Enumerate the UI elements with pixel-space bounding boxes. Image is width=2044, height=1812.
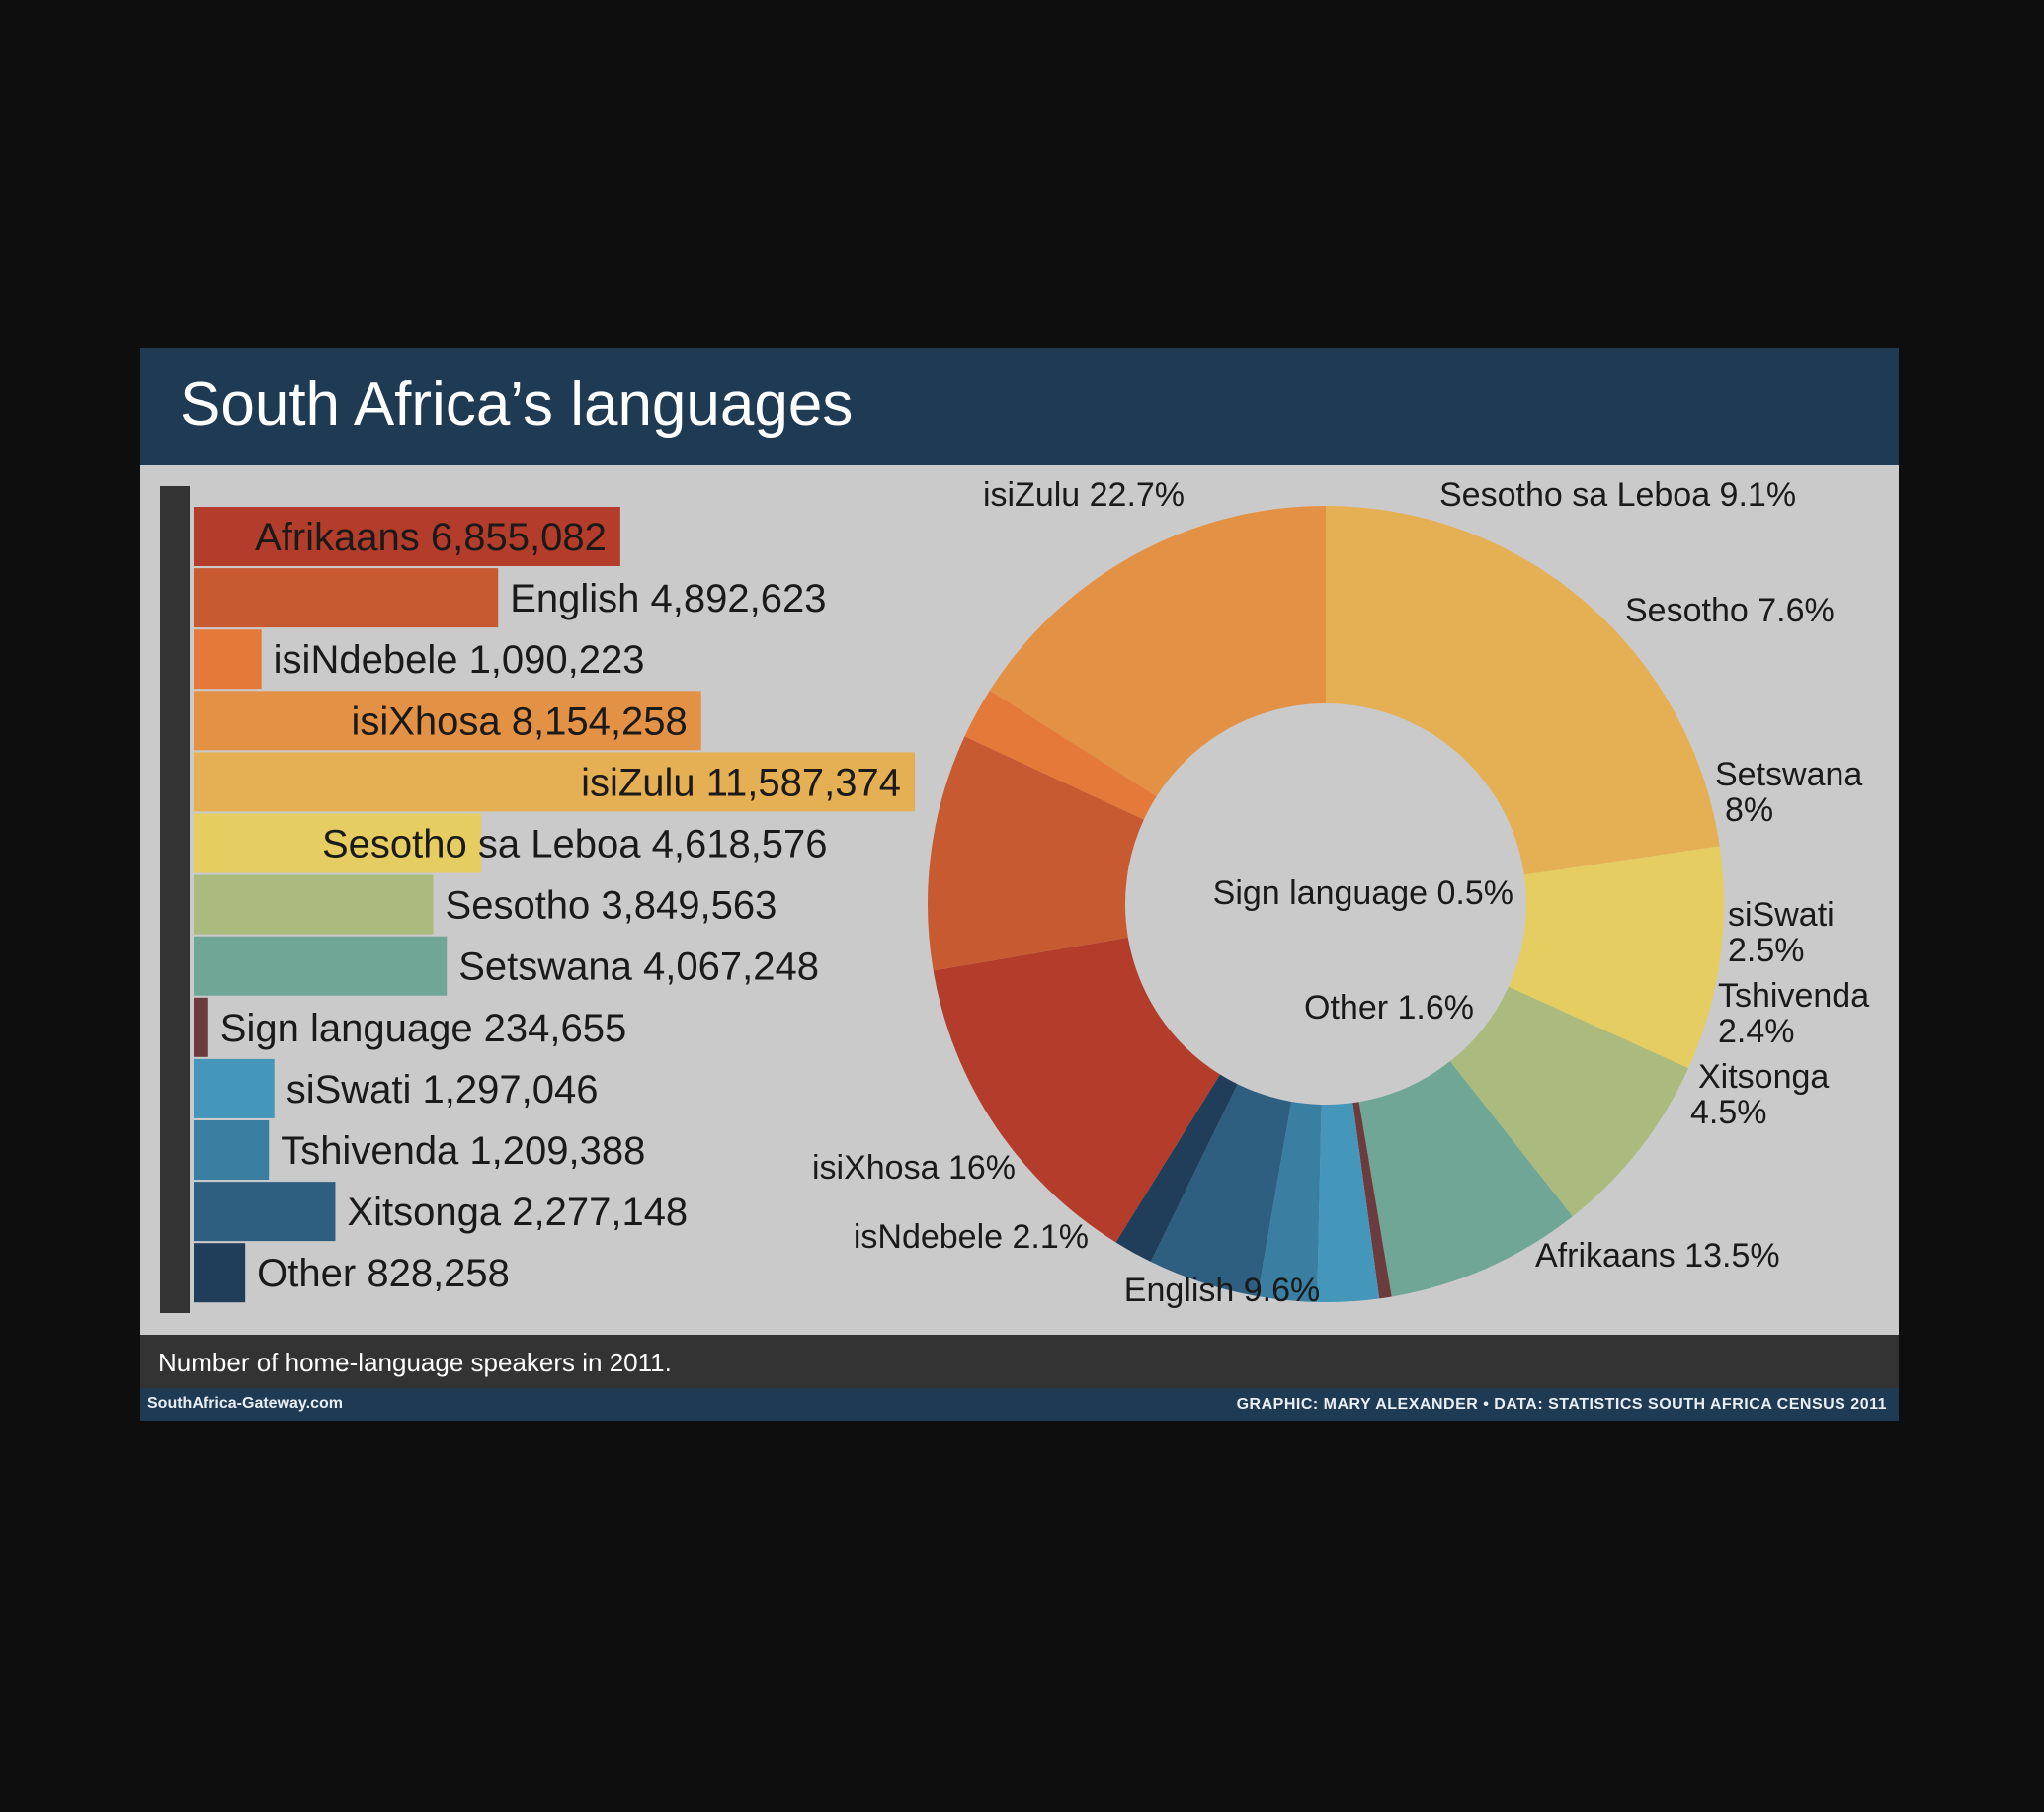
slice-other <box>1115 1074 1238 1262</box>
slice-isizulu <box>1326 506 1720 875</box>
bar-label-tshivenda: Tshivenda 1,209,388 <box>281 1129 645 1173</box>
slice-label-siswati: siSwati 2.5% <box>1728 896 1835 969</box>
bar-label-sesotho-sa-leboa: Sesotho sa Leboa 4,618,576 <box>322 823 828 866</box>
slice-label-isixhosa: isiXhosa 16% <box>812 1149 1016 1187</box>
slice-label-line: 8% <box>1725 791 1773 829</box>
chart-caption: Number of home-language speakers in 2011… <box>158 1348 672 1377</box>
slice-isndebele <box>964 690 1157 820</box>
caption-bar: Number of home-language speakers in 2011… <box>140 1335 1899 1388</box>
bar-label-setswana: Setswana 4,067,248 <box>458 946 819 989</box>
bar-label-sesotho: Sesotho 3,849,563 <box>446 884 777 928</box>
slice-isixhosa <box>989 506 1326 797</box>
slice-tshivenda <box>1257 1101 1322 1302</box>
slice-label-line: 4.5% <box>1690 1094 1767 1131</box>
slice-setswana <box>1358 1061 1573 1297</box>
slice-xitsonga <box>1150 1084 1292 1297</box>
bar-other <box>194 1243 246 1303</box>
bar-label-sign-language: Sign language 234,655 <box>220 1007 626 1050</box>
chart-area: Afrikaans 6,855,082 English 4,892,623 isiN… <box>160 476 1869 1313</box>
slice-label-sesotho-sa-leboa: Sesotho sa Leboa 9.1% <box>1439 476 1796 514</box>
bar-isixhosa <box>194 691 701 751</box>
infographic-card: South Africa’s languages Afrikaans 6,855… <box>140 348 1899 1421</box>
slice-afrikaans <box>933 937 1220 1243</box>
bar-label-isixhosa: isiXhosa 8,154,258 <box>351 700 687 743</box>
slice-label-line: siSwati <box>1728 896 1835 934</box>
credit-bar: SouthAfrica-Gateway.com GRAPHIC: MARY AL… <box>140 1388 1899 1421</box>
donut-chart <box>928 506 1724 1302</box>
slice-siswati <box>1317 1103 1380 1302</box>
source-credit: GRAPHIC: MARY ALEXANDER • DATA: STATISTI… <box>1236 1396 1887 1413</box>
bar-axis <box>160 486 190 1313</box>
slice-label-line: Setswana <box>1715 756 1862 793</box>
bar-setswana <box>194 936 448 996</box>
bar-label-isizulu: isiZulu 11,587,374 <box>581 761 901 804</box>
bar-sign-language <box>194 997 208 1057</box>
bar-sesotho <box>194 874 434 935</box>
donut-labels: isiZulu 22.7% Sesotho sa Leboa 9.1% Sesoth… <box>812 476 1869 1309</box>
bar-label-xitsonga: Xitsonga 2,277,148 <box>347 1191 688 1234</box>
slice-label-line: Tshivenda <box>1718 977 1869 1015</box>
slice-sesotho-sa-leboa <box>1508 846 1724 1069</box>
bar-siswati <box>194 1058 275 1118</box>
slice-label-sesotho: Sesotho 7.6% <box>1625 592 1835 629</box>
slice-english <box>928 736 1144 971</box>
bar-isindebele <box>194 629 262 690</box>
bar-tshivenda <box>194 1120 270 1180</box>
slice-label-line: 2.4% <box>1718 1013 1795 1050</box>
bar-label-english: English 4,892,623 <box>510 577 826 620</box>
slice-label-xitsonga: Xitsonga 4.5% <box>1690 1058 1829 1131</box>
bar-label-afrikaans: Afrikaans 6,855,082 <box>255 516 607 559</box>
slice-label-other: Other 1.6% <box>1304 989 1474 1027</box>
bar-label-siswati: siSwati 1,297,046 <box>286 1068 599 1112</box>
slice-label-isizulu: isiZulu 22.7% <box>983 476 1185 514</box>
slice-label-setswana: Setswana 8% <box>1715 756 1862 829</box>
slice-label-line: Xitsonga <box>1698 1058 1829 1096</box>
header-bar: South Africa’s languages <box>140 348 1899 465</box>
slice-sesotho <box>1449 986 1689 1217</box>
slice-label-english: English 9.6% <box>1124 1272 1320 1309</box>
bar-afrikaans <box>194 507 620 566</box>
bar-label-other: Other 828,258 <box>257 1252 510 1295</box>
bar-chart: Afrikaans 6,855,082 English 4,892,623 isiN… <box>160 486 915 1313</box>
slice-label-tshivenda: Tshivenda 2.4% <box>1718 977 1869 1050</box>
bar-xitsonga <box>194 1182 336 1242</box>
slice-label-sign-language: Sign language 0.5% <box>1213 874 1513 912</box>
slice-sign-language <box>1352 1102 1392 1299</box>
bar-label-isindebele: isiNdebele 1,090,223 <box>274 638 645 682</box>
slice-label-line: 2.5% <box>1728 932 1805 969</box>
bar-english <box>194 568 499 628</box>
slice-label-isndebele: isNdebele 2.1% <box>854 1218 1089 1256</box>
site-name: SouthAfrica-Gateway.com <box>147 1395 343 1412</box>
slice-label-afrikaans: Afrikaans 13.5% <box>1535 1237 1780 1275</box>
page-title: South Africa’s languages <box>180 371 854 439</box>
bar-isizulu <box>194 752 915 812</box>
bar-sesotho-sa-leboa <box>194 813 481 873</box>
